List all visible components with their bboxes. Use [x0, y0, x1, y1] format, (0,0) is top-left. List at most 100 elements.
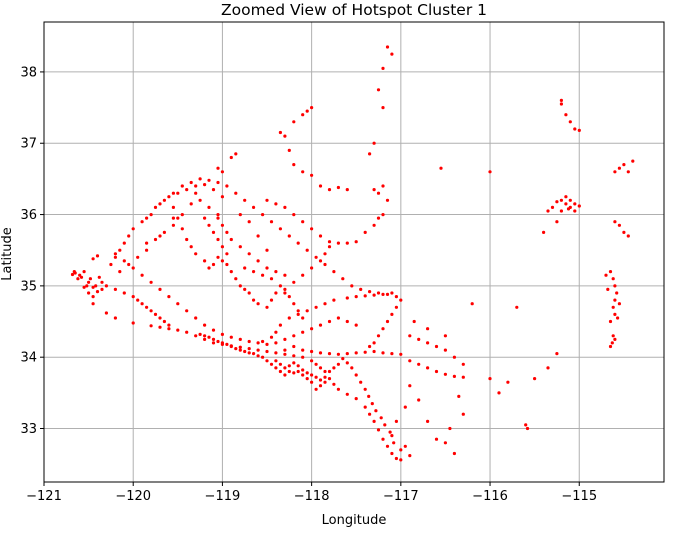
data-point	[105, 284, 108, 287]
data-point	[555, 200, 558, 203]
data-point	[346, 352, 349, 355]
data-point	[332, 383, 335, 386]
data-point	[346, 242, 349, 245]
data-point	[609, 320, 612, 323]
data-point	[488, 170, 491, 173]
data-point	[426, 327, 429, 330]
data-point	[257, 341, 260, 344]
data-point	[381, 213, 384, 216]
data-point	[145, 242, 148, 245]
data-point	[118, 270, 121, 273]
data-point	[383, 423, 386, 426]
data-point	[167, 327, 170, 330]
data-point	[94, 284, 97, 287]
data-point	[573, 202, 576, 205]
data-point	[150, 213, 153, 216]
data-point	[270, 336, 273, 339]
data-point	[248, 291, 251, 294]
data-point	[194, 316, 197, 319]
y-axis-ticks: 333435363738	[20, 65, 44, 437]
data-point	[386, 293, 389, 296]
data-point	[270, 220, 273, 223]
data-point	[373, 341, 376, 344]
data-point	[524, 423, 527, 426]
data-point	[230, 238, 233, 241]
data-point	[373, 224, 376, 227]
data-point	[618, 224, 621, 227]
data-point	[292, 213, 295, 216]
data-point	[145, 249, 148, 252]
data-point	[212, 329, 215, 332]
data-point	[92, 257, 95, 260]
data-point	[346, 296, 349, 299]
data-point	[212, 341, 215, 344]
data-point	[234, 277, 237, 280]
data-point	[399, 448, 402, 451]
data-point	[328, 240, 331, 243]
data-point	[395, 295, 398, 298]
data-point	[373, 294, 376, 297]
data-point	[141, 220, 144, 223]
data-point	[292, 302, 295, 305]
data-point	[190, 181, 193, 184]
data-point	[377, 334, 380, 337]
data-point	[257, 302, 260, 305]
data-point	[158, 288, 161, 291]
data-point	[408, 454, 411, 457]
data-point	[328, 352, 331, 355]
data-point	[252, 206, 255, 209]
data-point	[265, 359, 268, 362]
data-point	[248, 340, 251, 343]
data-point	[279, 370, 282, 373]
data-point	[279, 363, 282, 366]
data-point	[203, 259, 206, 262]
data-point	[319, 378, 322, 381]
data-point	[76, 277, 79, 280]
data-point	[392, 441, 395, 444]
data-point	[355, 373, 358, 376]
data-point	[399, 458, 402, 461]
data-point	[265, 306, 268, 309]
data-point	[181, 227, 184, 230]
data-point	[283, 349, 286, 352]
data-point	[234, 347, 237, 350]
data-point	[221, 195, 224, 198]
data-point	[390, 291, 393, 294]
data-point	[332, 270, 335, 273]
data-point	[114, 256, 117, 259]
data-point	[386, 199, 389, 202]
data-point	[381, 293, 384, 296]
data-point	[279, 131, 282, 134]
data-point	[176, 302, 179, 305]
data-point	[92, 302, 95, 305]
data-point	[154, 313, 157, 316]
data-point	[167, 324, 170, 327]
data-point	[185, 188, 188, 191]
data-point	[373, 420, 376, 423]
data-point	[453, 375, 456, 378]
data-point	[373, 188, 376, 191]
data-point	[444, 334, 447, 337]
data-point	[604, 274, 607, 277]
data-point	[100, 288, 103, 291]
data-point	[225, 343, 228, 346]
data-point	[297, 242, 300, 245]
data-point	[199, 333, 202, 336]
data-point	[100, 281, 103, 284]
chart-title: Zoomed View of Hotspot Cluster 1	[221, 1, 487, 19]
data-point	[609, 270, 612, 273]
data-point	[399, 353, 402, 356]
data-point	[225, 184, 228, 187]
data-point	[248, 252, 251, 255]
data-point	[395, 306, 398, 309]
data-point	[627, 234, 630, 237]
data-point	[274, 331, 277, 334]
plot-frame	[44, 22, 664, 482]
data-point	[408, 359, 411, 362]
data-point	[613, 170, 616, 173]
data-point	[612, 334, 615, 337]
x-tick-label: −115	[561, 489, 597, 504]
data-point	[355, 397, 358, 400]
data-point	[216, 213, 219, 216]
data-point	[364, 406, 367, 409]
